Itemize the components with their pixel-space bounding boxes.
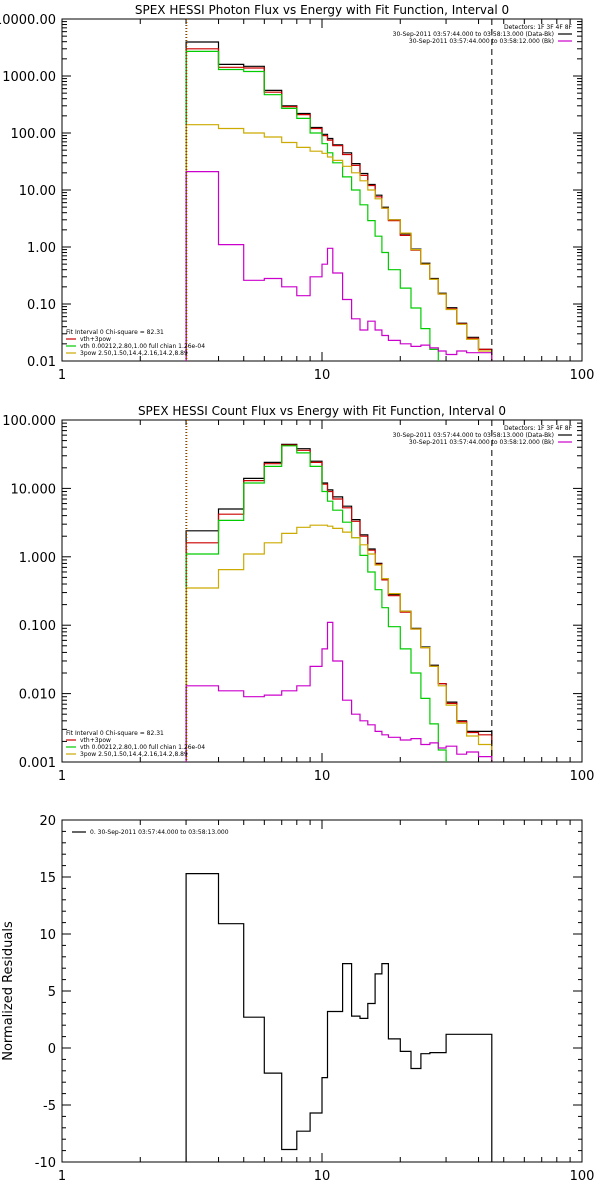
y-tick-label: 0.100 bbox=[19, 619, 56, 634]
legend-header: Detectors: 1F 3F 4F 8F bbox=[504, 24, 573, 31]
x-tick-label: 10 bbox=[314, 1169, 331, 1184]
legend-entry-label: vth+3pow bbox=[80, 737, 111, 744]
y-axis: 10000.00 1000.00 100.00 10.00 1.00 0.10 0.01 bbox=[0, 13, 582, 370]
y-tick-label: -10 bbox=[35, 1156, 56, 1171]
legend-entry-label: vth 0.00212,2.80,1.00 full chian 1.26e-0… bbox=[80, 744, 205, 751]
x-tick-label: 1 bbox=[58, 769, 66, 784]
y-tick-label: 1.000 bbox=[19, 551, 56, 566]
y-tick-label: 10 bbox=[39, 928, 56, 943]
legend-entry-label: 0. 30-Sep-2011 03:57:44.000 to 03:58:13.… bbox=[90, 829, 229, 836]
x-tick-label: 100 bbox=[570, 368, 595, 383]
legend-bottom: Fit Interval 0 Chi-square = 82.31vth+3po… bbox=[66, 730, 205, 758]
data-series-2 bbox=[185, 48, 493, 361]
data-series-1 bbox=[185, 443, 493, 762]
legend-bottom: Fit Interval 0 Chi-square = 82.31vth+3po… bbox=[66, 329, 205, 357]
data-series-1 bbox=[185, 41, 493, 361]
x-tick-label: 1 bbox=[58, 1169, 66, 1184]
y-tick-label: 0.010 bbox=[19, 688, 56, 703]
x-axis: 1 10 100 bbox=[58, 420, 595, 784]
data-series-1 bbox=[185, 873, 493, 1162]
y-axis: 20 15 10 5 0 -5 -10 bbox=[35, 814, 582, 1171]
data-series-2 bbox=[185, 444, 493, 762]
chart-panel-1: SPEX HESSI Photon Flux vs Energy with Fi… bbox=[0, 3, 595, 383]
y-tick-label: 10000.00 bbox=[0, 13, 56, 28]
legend-header: Fit Interval 0 Chi-square = 82.31 bbox=[66, 329, 164, 336]
x-axis: 1 10 100 bbox=[58, 820, 595, 1184]
legend-entry-label: 3pow 2.50,1.50,14.4,2.16,14.2,8.89 bbox=[80, 350, 188, 357]
legend-entry-label: 30-Sep-2011 03:57:44.000 to 03:58:13.000… bbox=[393, 432, 554, 439]
x-tick-label: 1 bbox=[58, 368, 66, 383]
data-series-group bbox=[185, 41, 493, 361]
chart-title: SPEX HESSI Count Flux vs Energy with Fit… bbox=[138, 404, 506, 418]
data-series-group bbox=[185, 443, 493, 762]
data-series-5 bbox=[185, 621, 493, 762]
data-series-4 bbox=[185, 124, 493, 361]
x-tick-label: 10 bbox=[314, 368, 331, 383]
y-tick-label: 15 bbox=[39, 871, 56, 886]
y-tick-label: 10.000 bbox=[11, 482, 57, 497]
legend-entry-label: 3pow 2.50,1.50,14.4,2.16,14.2,8.89 bbox=[80, 751, 188, 758]
x-tick-label: 100 bbox=[570, 1169, 595, 1184]
x-tick-label: 100 bbox=[570, 769, 595, 784]
y-tick-label: 100.00 bbox=[11, 127, 57, 142]
y-tick-label: 20 bbox=[39, 814, 56, 829]
y-tick-label: 0 bbox=[48, 1042, 56, 1057]
y-tick-label: 10.00 bbox=[19, 184, 56, 199]
legend-header: Detectors: 1F 3F 4F 8F bbox=[504, 425, 573, 432]
y-tick-label: 5 bbox=[48, 985, 56, 1000]
y-tick-label: -5 bbox=[43, 1099, 56, 1114]
data-series-4 bbox=[185, 524, 493, 762]
x-tick-label: 10 bbox=[314, 769, 331, 784]
y-tick-label: 1.00 bbox=[27, 241, 56, 256]
y-tick-label: 100.000 bbox=[2, 414, 56, 429]
legend-entry-label: 30-Sep-2011 03:57:44.000 to 03:58:13.000… bbox=[393, 31, 554, 38]
y-axis-label: Normalized Residuals bbox=[1, 921, 16, 1061]
legend-header: Fit Interval 0 Chi-square = 82.31 bbox=[66, 730, 164, 737]
x-axis: 1 10 100 bbox=[58, 19, 595, 383]
y-tick-label: 0.01 bbox=[27, 355, 56, 370]
legend-entry-label: vth+3pow bbox=[80, 336, 111, 343]
legend-entry-label: 30-Sep-2011 03:57:44.000 to 03:58:12.000… bbox=[409, 38, 554, 45]
chart-title: SPEX HESSI Photon Flux vs Energy with Fi… bbox=[135, 3, 509, 17]
data-series-3 bbox=[185, 50, 493, 361]
data-series-5 bbox=[185, 171, 493, 361]
chart-panel-3: 1 10 100 20 15 10 5 0 -5 -10 Normalized Residuals 0… bbox=[1, 814, 594, 1184]
legend-entry-label: 30-Sep-2011 03:57:44.000 to 03:58:12.000… bbox=[409, 439, 554, 446]
plot-frame bbox=[61, 18, 583, 362]
legend-top: 0. 30-Sep-2011 03:57:44.000 to 03:58:13.… bbox=[72, 829, 229, 836]
y-axis: 100.000 10.000 1.000 0.100 0.010 0.001 bbox=[2, 414, 582, 771]
y-tick-label: 1000.00 bbox=[2, 70, 56, 85]
y-tick-label: 0.001 bbox=[19, 756, 56, 771]
data-series-group bbox=[185, 873, 493, 1162]
chart-panel-2: SPEX HESSI Count Flux vs Energy with Fit… bbox=[2, 404, 595, 784]
legend-entry-label: vth 0.00212,2.80,1.00 full chian 1.26e-0… bbox=[80, 343, 205, 350]
y-tick-label: 0.10 bbox=[27, 298, 56, 313]
